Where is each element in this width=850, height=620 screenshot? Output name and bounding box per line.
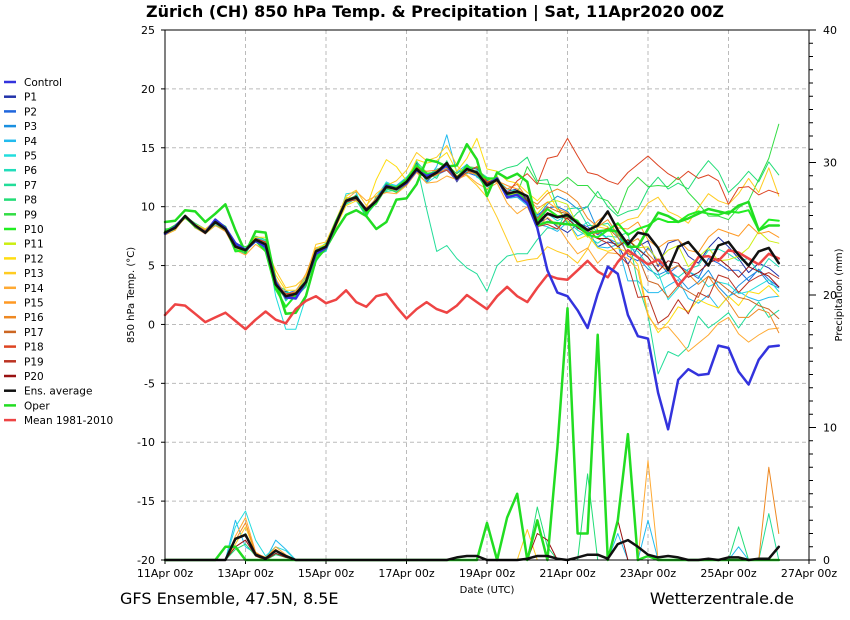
x-tick-label: 17Apr 00z: [378, 567, 435, 580]
grid: [164, 29, 810, 561]
y-left-tick-label: 25: [141, 24, 155, 37]
series-line-ens-average: [163, 161, 781, 298]
y-right-tick-label: 20: [823, 289, 837, 302]
legend-label: P18: [24, 342, 44, 354]
legend-label: P19: [24, 356, 44, 368]
x-tick-label: 21Apr 00z: [539, 567, 596, 580]
y-right-tick-label: 30: [823, 157, 837, 170]
legend-label: Control: [24, 77, 62, 89]
series-line-ens-average-precip: [163, 533, 781, 562]
y-axis-left-label: 850 hPa Temp. (°C): [126, 247, 137, 343]
y-axis-right-ticks: 40 30 20 10 0: [809, 24, 837, 567]
y-left-tick-label: -5: [144, 377, 155, 390]
legend: Control P1 P2 P3 P4 P5 P6 P7 P8 P9 P10 P11 P12 P13 P14…: [4, 77, 113, 427]
legend-label: P9: [24, 209, 37, 221]
legend-label: P8: [24, 195, 37, 207]
x-tick-label: 15Apr 00z: [298, 567, 355, 580]
x-tick-label: 11Apr 00z: [137, 567, 194, 580]
legend-label: P6: [24, 165, 37, 177]
y-left-tick-label: 20: [141, 83, 155, 96]
legend-label: P10: [24, 224, 44, 236]
y-left-tick-label: 5: [148, 260, 155, 273]
chart-title: Zürich (CH) 850 hPa Temp. & Precipitatio…: [146, 2, 724, 22]
precipitation-series: [163, 307, 781, 562]
legend-label: Mean 1981-2010: [24, 415, 113, 427]
y-axis-right-label: Precipitation (mm): [834, 248, 845, 341]
footer-source: GFS Ensemble, 47.5N, 8.5E: [120, 589, 339, 608]
legend-label: P13: [24, 268, 44, 280]
y-right-tick-label: 0: [823, 554, 830, 567]
legend-label: P15: [24, 298, 44, 310]
legend-label: P4: [24, 136, 37, 148]
legend-label: P3: [24, 121, 37, 133]
series-line-oper-precip: [163, 307, 781, 562]
y-left-tick-label: -15: [137, 495, 155, 508]
x-tick-label: 25Apr 00z: [700, 567, 757, 580]
y-left-tick-label: 15: [141, 142, 155, 155]
y-right-tick-label: 10: [823, 422, 837, 435]
legend-label: P5: [24, 151, 37, 163]
y-axis-left-ticks: 25 20 15 10 5 0 -5 -10 -15 -20: [137, 24, 165, 567]
y-left-tick-label: -10: [137, 436, 155, 449]
legend-label: P7: [24, 180, 37, 192]
x-axis-label: Date (UTC): [460, 585, 515, 596]
series-line-p10: [164, 163, 780, 308]
y-right-tick-label: 40: [823, 24, 837, 37]
legend-label: P1: [24, 92, 37, 104]
legend-label: P14: [24, 283, 44, 295]
x-tick-label: 27Apr 00z: [781, 567, 838, 580]
x-tick-label: 19Apr 00z: [459, 567, 516, 580]
series-line-p4: [164, 134, 780, 309]
series-line-p16-precip: [164, 466, 780, 561]
y-left-tick-label: -20: [137, 554, 155, 567]
series-line-p14-precip: [164, 460, 780, 561]
x-tick-label: 23Apr 00z: [620, 567, 677, 580]
series-line-p8-precip: [164, 473, 780, 561]
plot-frame: [164, 29, 810, 561]
x-axis-ticks: 11Apr 00z 13Apr 00z 15Apr 00z 17Apr 00z 19Ap…: [137, 560, 838, 580]
series-line-oper: [163, 142, 781, 316]
legend-label: P2: [24, 106, 37, 118]
series-line-p7: [164, 163, 780, 375]
footer-site: Wetterzentrale.de: [650, 589, 794, 608]
legend-label: P20: [24, 371, 44, 383]
legend-label: P12: [24, 253, 44, 265]
legend-label: Ens. average: [24, 386, 92, 398]
y-left-tick-label: 0: [148, 318, 155, 331]
legend-label: Oper: [24, 400, 50, 412]
legend-label: P11: [24, 239, 44, 251]
x-tick-label: 13Apr 00z: [217, 567, 274, 580]
legend-label: P16: [24, 312, 44, 324]
y-left-tick-label: 10: [141, 201, 155, 214]
legend-label: P17: [24, 327, 44, 339]
temperature-series: [163, 123, 781, 431]
series-line-mean-1981-2010: [163, 248, 781, 331]
